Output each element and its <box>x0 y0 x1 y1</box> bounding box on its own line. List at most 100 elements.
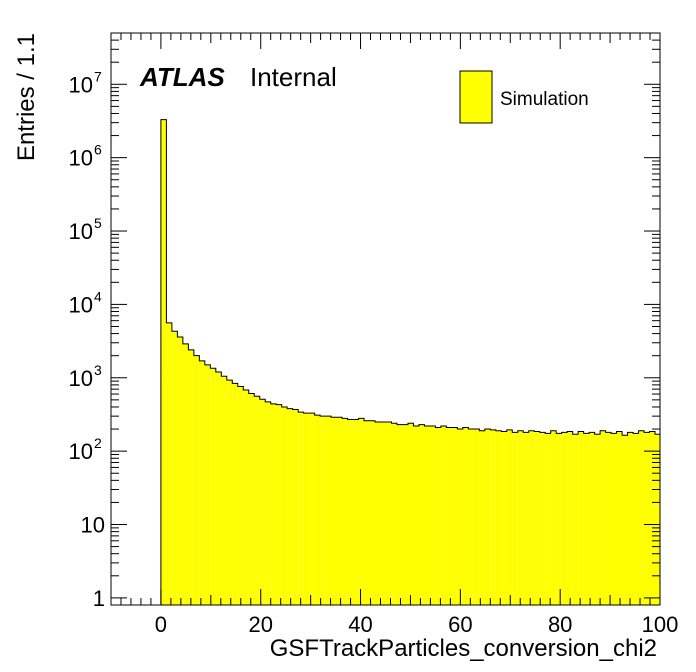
histogram-bin <box>561 432 568 605</box>
histogram-bin <box>594 434 601 605</box>
histogram-bin <box>457 429 463 605</box>
histogram-bin <box>182 343 189 605</box>
x-axis-title: GSFTrackParticles_conversion_chi2 <box>270 635 657 662</box>
histogram-bin <box>567 431 573 605</box>
histogram-bin <box>331 417 337 605</box>
histogram-bin <box>545 433 551 605</box>
histogram-bin <box>600 430 606 605</box>
histogram-bin <box>402 424 408 605</box>
histogram-bin <box>468 429 474 605</box>
y-tick-label: 10 <box>69 439 93 464</box>
histogram-bin <box>462 427 469 605</box>
histogram-bin <box>429 426 436 605</box>
histogram-bin <box>309 413 315 605</box>
x-tick-label: 40 <box>348 612 372 637</box>
histogram-bin <box>281 406 288 605</box>
x-tick-label: 60 <box>448 612 472 637</box>
histogram-bin <box>446 427 452 605</box>
histogram-bin <box>633 433 639 605</box>
histogram-bin <box>407 423 414 605</box>
internal-label: Internal <box>250 62 337 92</box>
histogram-bin <box>248 393 255 605</box>
histogram-bin <box>177 336 183 605</box>
histogram-bin <box>160 119 167 606</box>
histogram-bin <box>336 417 343 605</box>
y-tick-exponent: 4 <box>94 288 102 304</box>
histogram-bin <box>583 433 590 605</box>
histogram-bin <box>171 331 178 605</box>
histogram-bin <box>298 412 304 605</box>
histogram-bin <box>385 421 392 605</box>
histogram-bin <box>473 429 480 605</box>
x-tick-label: 20 <box>248 612 272 637</box>
y-tick-exponent: 2 <box>94 435 102 451</box>
histogram-bin <box>556 433 562 605</box>
histogram-outline <box>160 119 661 605</box>
histogram-bin <box>303 413 310 605</box>
plot-frame <box>110 32 661 606</box>
histogram-bin <box>193 355 200 605</box>
histogram-bin <box>572 434 579 605</box>
histogram-bin <box>347 419 354 605</box>
y-tick-label: 10 <box>69 219 93 244</box>
histogram-bin <box>451 427 458 605</box>
histogram-bin <box>210 368 216 605</box>
histogram-bin <box>276 404 282 605</box>
y-tick-label: 1 <box>93 586 105 611</box>
histogram-bin <box>418 424 425 605</box>
histogram-bin <box>166 322 172 605</box>
histogram-bin <box>550 430 557 605</box>
histogram-bin <box>506 429 513 605</box>
histogram-bin <box>314 415 321 605</box>
y-tick-exponent: 7 <box>94 68 102 84</box>
histogram-bin <box>369 420 376 605</box>
histogram-bin <box>325 416 332 605</box>
histogram-bin <box>287 408 293 605</box>
histogram-bin <box>259 399 266 605</box>
histogram-bin <box>622 435 628 605</box>
histogram-bin <box>380 421 386 605</box>
histogram-bin <box>221 376 227 605</box>
y-tick-label: 10 <box>69 292 93 317</box>
legend-label-simulation: Simulation <box>500 89 589 110</box>
y-tick-exponent: 5 <box>94 215 102 231</box>
y-tick-label: 10 <box>69 366 93 391</box>
histogram-bin <box>188 349 194 605</box>
histogram-bin <box>479 430 485 605</box>
x-axis: 0 20 40 60 80 100 <box>110 33 679 637</box>
histogram-bin <box>342 418 348 605</box>
histogram-bin <box>435 427 441 605</box>
histogram-bin <box>237 386 244 605</box>
histogram-bin <box>204 364 211 605</box>
histogram-bin <box>243 390 249 605</box>
histogram-bin <box>627 432 634 605</box>
histogram-bin <box>649 431 656 605</box>
histogram-bin <box>353 419 359 605</box>
y-tick-label: 10 <box>69 72 93 97</box>
histogram-bin <box>215 371 222 605</box>
x-tick-label: 100 <box>642 612 679 637</box>
histogram-bin <box>484 429 491 605</box>
legend-swatch-simulation <box>459 70 493 124</box>
histogram-bin <box>611 433 617 605</box>
histogram-bin <box>644 432 650 605</box>
histogram-bin <box>523 432 529 605</box>
histogram-bars <box>160 119 661 606</box>
histogram-bin <box>578 431 584 605</box>
histogram-bin <box>413 426 419 605</box>
histogram-bin <box>265 401 271 605</box>
histogram-bin <box>199 360 205 605</box>
histogram-bin <box>320 416 326 605</box>
y-axis-title: Entries / 1.1 <box>13 33 40 161</box>
histogram-bin <box>226 380 233 605</box>
histogram-bin <box>517 430 524 605</box>
histogram-bin <box>292 409 299 605</box>
y-tick-label: 10 <box>81 513 105 538</box>
y-tick-exponent: 3 <box>94 362 102 378</box>
histogram-bin <box>232 383 238 605</box>
histogram-bin <box>539 432 546 605</box>
y-tick-exponent: 6 <box>94 142 102 158</box>
histogram-bin <box>358 418 365 605</box>
